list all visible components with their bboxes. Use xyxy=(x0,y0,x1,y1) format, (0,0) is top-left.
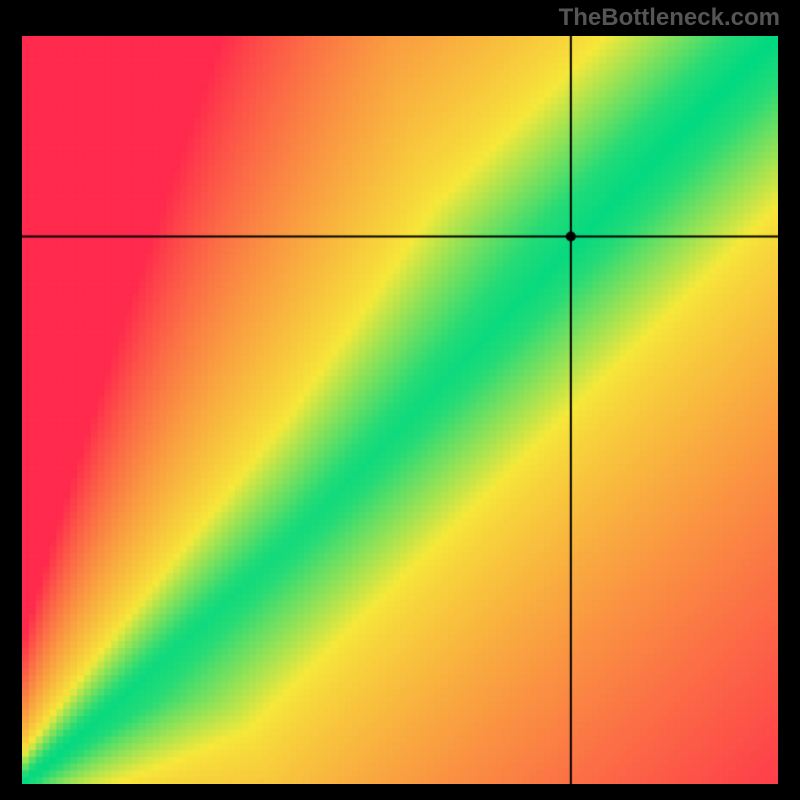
chart-container: { "watermark": { "text": "TheBottleneck.… xyxy=(0,0,800,800)
watermark-text: TheBottleneck.com xyxy=(559,4,780,32)
bottleneck-heatmap xyxy=(22,36,778,784)
